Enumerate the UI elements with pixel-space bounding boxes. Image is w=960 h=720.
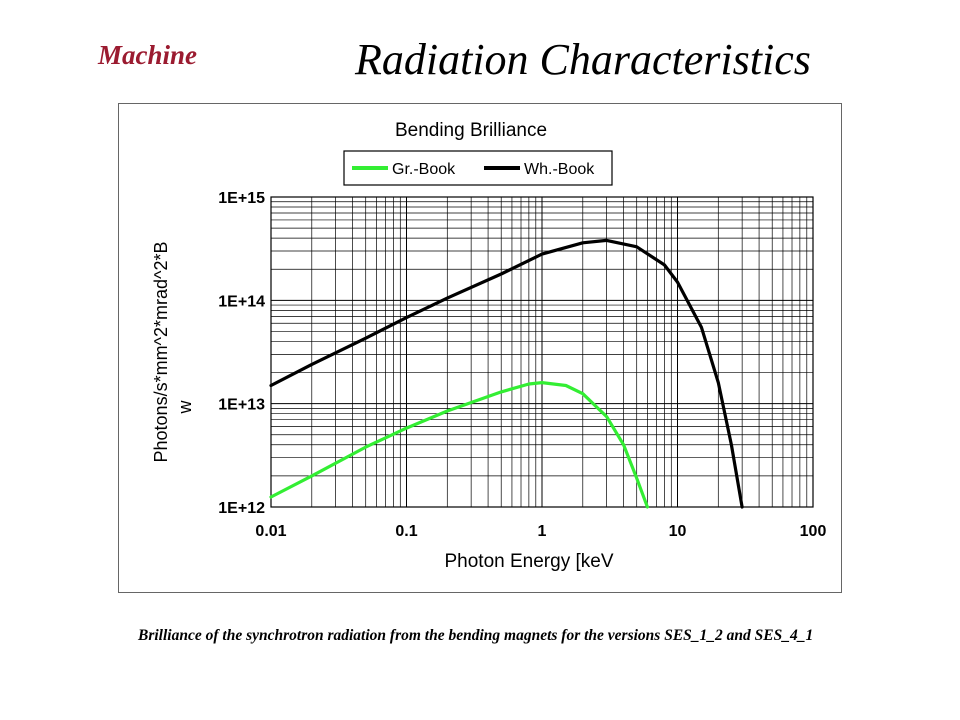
- chart-title: Bending Brilliance: [395, 120, 547, 141]
- y-tick-labels: 1E+12 1E+13 1E+14 1E+15: [218, 190, 265, 517]
- figure-caption: Brilliance of the synchrotron radiation …: [138, 627, 814, 644]
- chart-grid: [270, 197, 813, 508]
- x-axis-label: Photon Energy [keV: [445, 551, 614, 572]
- x-tick-label: 0.01: [255, 523, 286, 540]
- slide-title: Radiation Characteristics: [355, 35, 811, 84]
- brilliance-chart: Bending Brilliance 0.01 0.1 1 10 100 1E+121E…: [151, 120, 826, 572]
- y-axis-label: Photons/s*mm^2*mrad^2*B w: [151, 242, 195, 463]
- plot-area-border: [270, 196, 814, 508]
- x-tick-label: 0.1: [395, 523, 417, 540]
- chart-frame: Bending Brilliance 0.01 0.1 1 10 100 1E+12 1E…: [118, 103, 842, 593]
- y-axis-label-line-2: w: [175, 400, 195, 415]
- x-tick-label: 10: [669, 523, 687, 540]
- series-line-1: [269, 381, 650, 509]
- x-tick-labels: 0.01 0.1 1 10 100: [255, 523, 826, 540]
- section-label: Machine: [98, 40, 198, 70]
- x-tick-label: 1: [538, 523, 547, 540]
- y-tick-label: 1E+13: [218, 397, 265, 414]
- y-tick-label: 1E+14: [218, 293, 265, 310]
- y-axis-label-line-1: Photons/s*mm^2*mrad^2*B: [151, 242, 171, 463]
- series-layer: [269, 238, 744, 509]
- legend-box: [343, 150, 613, 186]
- y-tick-label: 1E+15: [218, 190, 265, 207]
- y-tick-label: 1E+12: [218, 500, 265, 517]
- legend-label: Wh.-Book: [524, 161, 595, 178]
- legend: Gr.-Book Wh.-Book: [343, 150, 613, 186]
- series-line-2: [269, 238, 744, 509]
- legend-label: Gr.-Book: [392, 161, 456, 178]
- x-tick-label: 100: [800, 523, 827, 540]
